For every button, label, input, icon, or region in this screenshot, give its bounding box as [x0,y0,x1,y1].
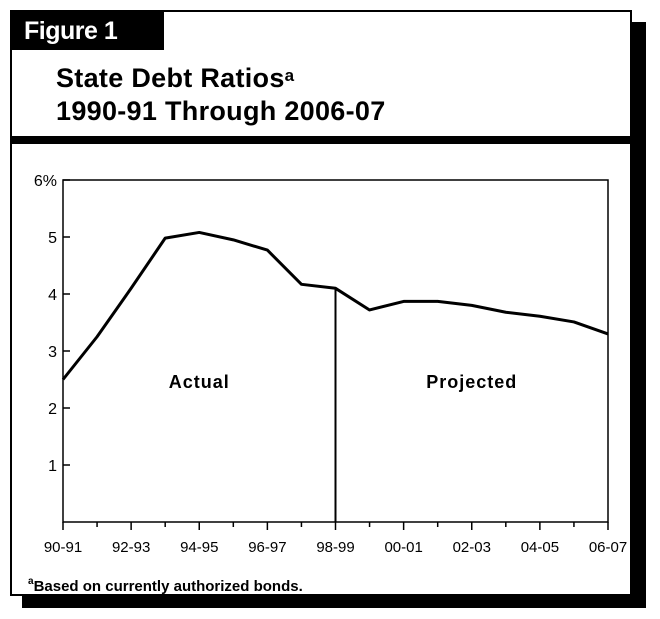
y-tick-label: 6% [34,173,57,190]
footnote-marker: a [28,576,34,587]
x-tick-label: 90-91 [44,539,82,556]
y-tick-label: 2 [48,401,57,418]
x-tick-label: 98-99 [316,539,354,556]
title-line-2: 1990-91 Through 2006-07 [56,96,386,126]
y-tick-label: 5 [48,230,57,247]
x-tick-label: 02-03 [453,539,491,556]
footnote-text: Based on currently authorized bonds. [33,578,303,595]
line-chart: 1 2 3 4 5 6% 90-91 92-93 94-95 96-97 98-99 00-01 02-… [34,173,627,556]
x-tick-label: 94-95 [180,539,218,556]
figure-frame: Figure 1 State Debt Ratiosa 1990-91 Thro… [10,10,632,596]
title-superscript: a [284,66,295,85]
footnote: aBased on currently authorized bonds. [28,576,303,595]
y-tick-label: 1 [48,458,57,475]
chart-series [61,230,609,381]
x-tick-label: 00-01 [384,539,422,556]
figure-label: Figure 1 [12,12,164,50]
x-tick-label: 06-07 [589,539,627,556]
chart-ticks: 1 2 3 4 5 6% 90-91 92-93 94-95 96-97 98-99 00-01 02-… [34,173,627,556]
chart-annotations: Actual Projected [169,372,517,392]
x-tick-label: 96-97 [248,539,286,556]
chart-title: State Debt Ratiosa 1990-91 Through 2006-… [56,62,386,128]
chart-axes [62,179,609,523]
y-tick-label: 3 [48,344,57,361]
x-tick-label: 92-93 [112,539,150,556]
title-line-1: State Debt Ratios [56,63,285,93]
annotation-projected: Projected [426,372,517,392]
annotation-actual: Actual [169,372,230,392]
y-tick-label: 4 [48,287,57,304]
title-divider-bar [12,136,630,144]
x-tick-label: 04-05 [521,539,559,556]
